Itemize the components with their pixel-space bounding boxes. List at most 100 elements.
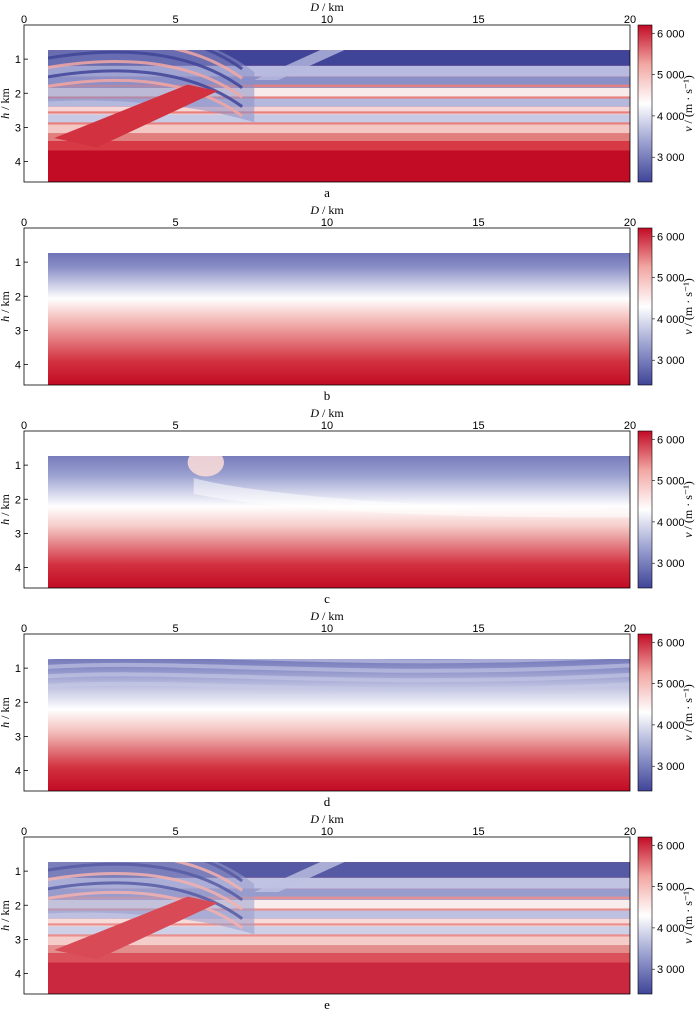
colorbar-tick-label: 6 000 (657, 434, 685, 446)
colorbar (637, 633, 653, 792)
y-axis-title: h / km (0, 697, 12, 728)
y-axis-title: h / km (0, 88, 12, 119)
colorbar-tick-label: 3 000 (657, 355, 685, 367)
plot-frame (23, 633, 631, 792)
velocity-field (48, 659, 631, 791)
x-tick-label: 10 (321, 420, 333, 432)
y-axis-title: h / km (0, 291, 12, 322)
y-tick-label: 1 (15, 460, 21, 472)
x-tick-label: 0 (21, 14, 27, 26)
x-axis-title: D / km (309, 609, 344, 623)
y-tick-label: 3 (15, 528, 21, 540)
y-tick-label: 1 (15, 866, 21, 878)
x-tick-label: 5 (172, 623, 178, 635)
x-tick-label: 15 (472, 420, 484, 432)
y-axis-title: h / km (0, 900, 12, 931)
plot-frame (23, 227, 631, 386)
y-tick-label: 2 (15, 900, 21, 912)
panel-b: D / km 0 5 10 15 20 1 2 3 4 h / km 3 000 4 000 5 000 6… (0, 203, 700, 406)
panel-e: D / km 0 5 10 15 20 1 2 3 4 h / km 3 000 4 000 5 000 6… (0, 812, 700, 1015)
velocity-field (48, 50, 630, 182)
y-tick-label: 4 (15, 563, 21, 575)
colorbar-tick-label: 4 000 (657, 720, 685, 732)
x-tick-label: 20 (624, 14, 636, 26)
heatmap-chart: D / km 0 5 10 15 20 1 2 3 4 h / km 3 000 4 000 5 000 6… (0, 812, 695, 1012)
colorbar-tick-label: 6 000 (657, 28, 685, 40)
plot-frame (23, 430, 631, 589)
x-tick-label: 0 (21, 826, 27, 838)
colorbar-tick-label: 6 000 (657, 840, 685, 852)
plot-frame (23, 24, 631, 183)
panel-c: D / km 0 5 10 15 20 1 2 3 4 h / km 3 000 4 000 5 000 6… (0, 406, 700, 609)
velocity-field (48, 862, 630, 994)
y-tick-label: 2 (15, 494, 21, 506)
panel-a: D / km 0 5 10 15 20 1 2 3 4 h / km 3 000 4 000 5 000 6… (0, 0, 700, 203)
panel-d: D / km 0 5 10 15 20 1 2 3 4 h / km 3 000 4 000 5 000 6… (0, 609, 700, 812)
colorbar-tick-label: 4 000 (657, 923, 685, 935)
colorbar-tick-label: 5 000 (657, 70, 685, 82)
x-axis-title: D / km (309, 406, 344, 420)
colorbar-tick-label: 6 000 (657, 637, 685, 649)
y-tick-label: 2 (15, 291, 21, 303)
colorbar-title: v / (m · s⁻¹) (681, 75, 695, 132)
heatmap-chart: D / km 0 5 10 15 20 1 2 3 4 h / km 3 000 4 000 5 000 6… (0, 203, 695, 403)
x-tick-label: 5 (172, 420, 178, 432)
colorbar-tick-label: 6 000 (657, 231, 685, 243)
velocity-field (48, 456, 630, 588)
x-tick-label: 5 (172, 217, 178, 229)
colorbar-tick-label: 3 000 (657, 558, 685, 570)
colorbar (637, 24, 653, 183)
colorbar-title: v / (m · s⁻¹) (681, 887, 695, 944)
y-tick-label: 1 (15, 257, 21, 269)
panel-label: d (324, 794, 331, 809)
x-tick-label: 20 (624, 420, 636, 432)
y-tick-label: 3 (15, 325, 21, 337)
colorbar-tick-label: 3 000 (657, 964, 685, 976)
x-tick-label: 10 (321, 623, 333, 635)
colorbar-tick-label: 4 000 (657, 111, 685, 123)
y-tick-label: 3 (15, 934, 21, 946)
x-axis-title: D / km (309, 812, 344, 826)
colorbar-title: v / (m · s⁻¹) (681, 684, 695, 741)
colorbar (637, 430, 653, 589)
y-tick-label: 2 (15, 697, 21, 709)
x-tick-label: 20 (624, 826, 636, 838)
x-tick-label: 5 (172, 14, 178, 26)
x-tick-label: 20 (624, 217, 636, 229)
x-tick-label: 0 (21, 420, 27, 432)
colorbar-tick-label: 5 000 (657, 273, 685, 285)
colorbar-tick-label: 4 000 (657, 314, 685, 326)
y-tick-label: 4 (15, 360, 21, 372)
panel-label: e (324, 997, 330, 1012)
y-axis-title: h / km (0, 494, 12, 525)
colorbar-tick-label: 5 000 (657, 476, 685, 488)
y-tick-label: 4 (15, 157, 21, 169)
heatmap-chart: D / km 0 5 10 15 20 1 2 3 4 h / km 3 000 4 000 5 000 6… (0, 0, 695, 200)
colorbar (637, 836, 653, 995)
x-tick-label: 10 (321, 826, 333, 838)
colorbar-tick-label: 3 000 (657, 761, 685, 773)
panel-label: b (324, 388, 331, 403)
heatmap-chart: D / km 0 5 10 15 20 1 2 3 4 h / km 3 000 4 000 5 000 6… (0, 609, 695, 809)
x-tick-label: 20 (624, 623, 636, 635)
x-tick-label: 5 (172, 826, 178, 838)
x-axis-title: D / km (309, 203, 344, 217)
x-tick-label: 10 (321, 217, 333, 229)
x-tick-label: 15 (472, 217, 484, 229)
y-tick-label: 3 (15, 731, 21, 743)
colorbar-title: v / (m · s⁻¹) (681, 278, 695, 335)
x-tick-label: 0 (21, 217, 27, 229)
x-tick-label: 10 (321, 14, 333, 26)
x-tick-label: 0 (21, 623, 27, 635)
y-tick-label: 2 (15, 88, 21, 100)
panel-label: a (324, 185, 330, 200)
x-tick-label: 15 (472, 826, 484, 838)
y-tick-label: 4 (15, 969, 21, 981)
panel-label: c (324, 591, 330, 606)
plot-frame (23, 836, 631, 995)
x-tick-label: 15 (472, 623, 484, 635)
y-tick-label: 4 (15, 766, 21, 778)
y-tick-label: 3 (15, 122, 21, 134)
colorbar-tick-label: 5 000 (657, 679, 685, 691)
x-axis-title: D / km (309, 0, 344, 14)
